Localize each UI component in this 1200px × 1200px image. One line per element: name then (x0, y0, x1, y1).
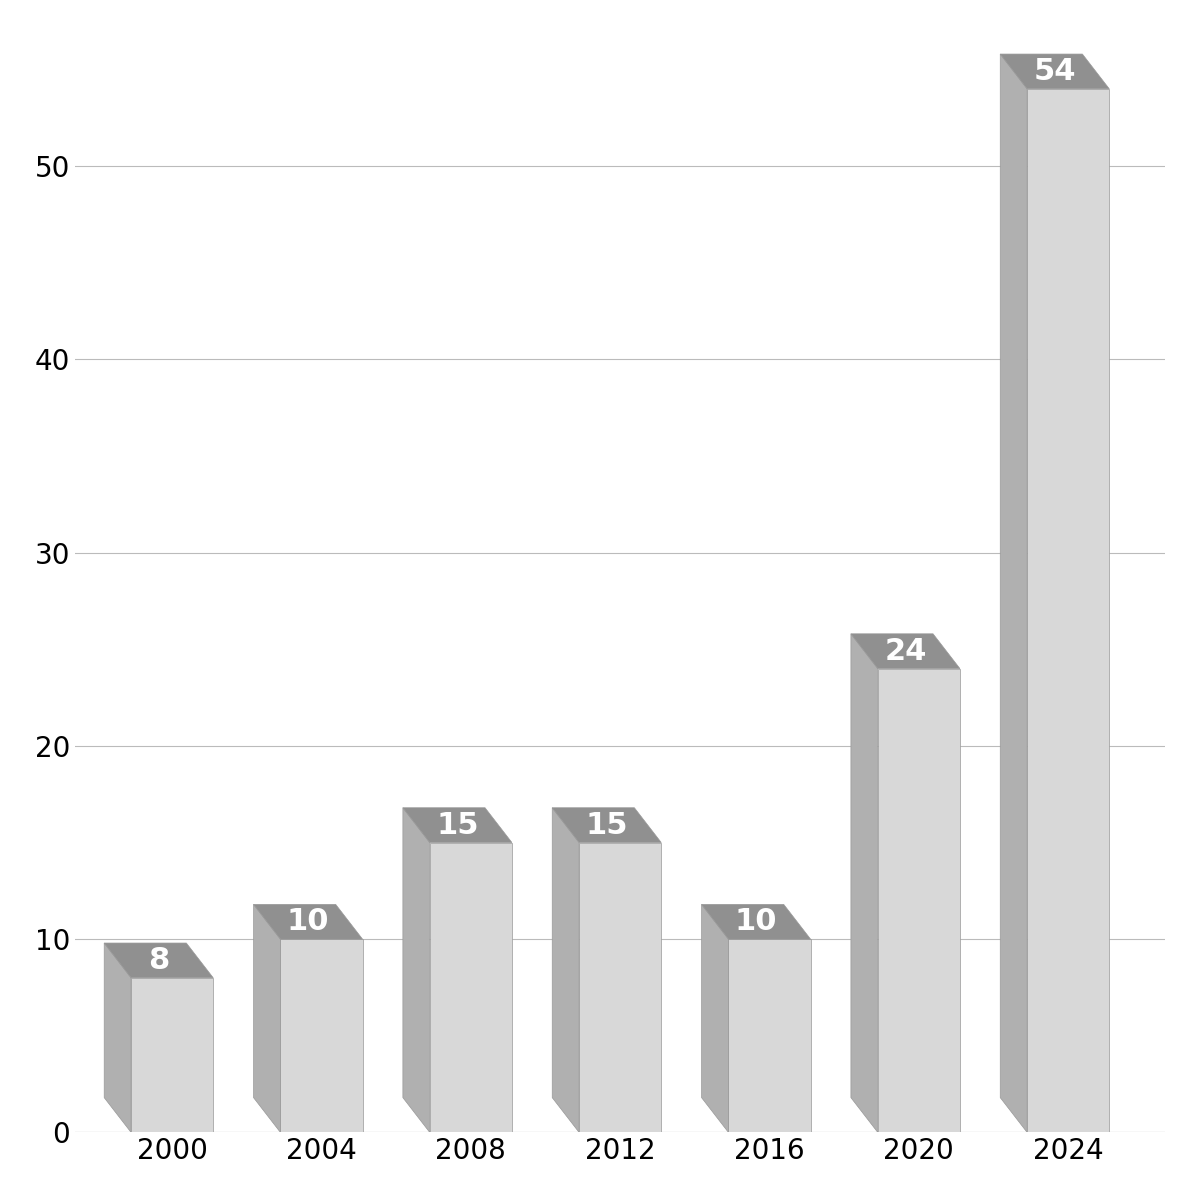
Polygon shape (1027, 89, 1109, 1133)
Polygon shape (131, 978, 214, 1133)
Polygon shape (702, 905, 728, 1133)
Polygon shape (253, 905, 281, 1133)
Text: 10: 10 (734, 907, 778, 936)
Polygon shape (104, 943, 131, 1133)
Polygon shape (552, 808, 661, 842)
Polygon shape (851, 634, 960, 668)
Polygon shape (253, 905, 362, 940)
Polygon shape (728, 940, 810, 1133)
Polygon shape (281, 940, 362, 1133)
Polygon shape (403, 808, 512, 842)
Polygon shape (877, 668, 960, 1133)
Text: 10: 10 (287, 907, 329, 936)
Polygon shape (580, 842, 661, 1133)
Polygon shape (430, 842, 512, 1133)
Polygon shape (403, 808, 430, 1133)
Polygon shape (552, 808, 580, 1133)
Text: 24: 24 (884, 637, 926, 666)
Polygon shape (1001, 54, 1109, 89)
Text: 15: 15 (436, 811, 479, 840)
Polygon shape (1001, 54, 1027, 1133)
Text: 15: 15 (586, 811, 628, 840)
Text: 8: 8 (148, 946, 169, 974)
Polygon shape (702, 905, 810, 940)
Polygon shape (851, 634, 877, 1133)
Polygon shape (104, 943, 214, 978)
Text: 54: 54 (1033, 56, 1076, 86)
